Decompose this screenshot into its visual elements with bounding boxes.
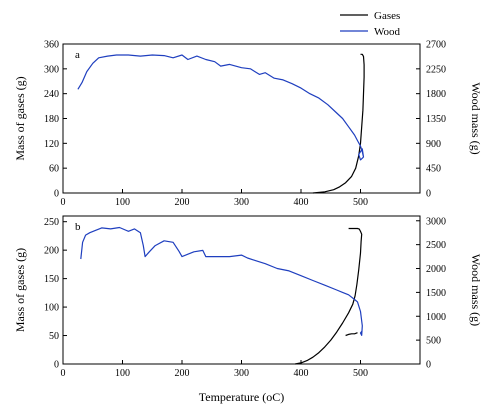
x-tick-label: 100: [115, 368, 130, 379]
y-right-tick-label: 2250: [426, 64, 446, 75]
x-tick-label: 200: [175, 197, 190, 208]
y-right-tick-label: 450: [426, 164, 441, 175]
y-left-tick-label: 360: [44, 40, 59, 51]
y-left-tick-label: 240: [44, 89, 59, 100]
y-left-tick-label: 300: [44, 64, 59, 75]
x-tick-label: 400: [294, 197, 309, 208]
legend-label-wood: Wood: [374, 26, 401, 38]
x-tick-label: 300: [234, 368, 249, 379]
panel-label-a: a: [75, 49, 80, 61]
y-right-tick-label: 2700: [426, 40, 446, 51]
y-right-tick-label: 0: [426, 360, 431, 371]
y-left-tick-label: 50: [49, 331, 59, 342]
x-tick-label: 200: [175, 368, 190, 379]
y-left-tick-label: 60: [49, 164, 59, 175]
y-right-axis-title: Wood mass (g): [469, 254, 483, 326]
y-left-tick-label: 0: [54, 360, 59, 371]
x-tick-label: 500: [353, 197, 368, 208]
y-right-tick-label: 1350: [426, 114, 446, 125]
y-left-tick-label: 120: [44, 139, 59, 150]
x-tick-label: 400: [294, 368, 309, 379]
y-left-tick-label: 200: [44, 246, 59, 257]
x-tick-label: 0: [61, 368, 66, 379]
series-line-extra-b: [345, 332, 358, 337]
y-right-tick-label: 2000: [426, 264, 446, 275]
x-tick-label: 500: [353, 368, 368, 379]
y-right-tick-label: 0: [426, 189, 431, 200]
y-left-tick-label: 250: [44, 217, 59, 228]
y-left-axis-title: Mass of gases (g): [13, 76, 27, 160]
series-line-wood-b: [80, 226, 363, 336]
plot-frame-a: [62, 43, 421, 194]
series-line-gases-b: [294, 227, 363, 365]
y-right-tick-label: 500: [426, 336, 441, 347]
y-left-tick-label: 180: [44, 114, 59, 125]
y-right-tick-label: 1800: [426, 89, 446, 100]
x-tick-label: 0: [61, 197, 66, 208]
series-line-wood-a: [77, 54, 365, 161]
x-axis-title: Temperature (oC): [199, 390, 284, 404]
y-right-tick-label: 900: [426, 139, 441, 150]
y-right-tick-label: 2500: [426, 240, 446, 251]
y-left-tick-label: 100: [44, 303, 59, 314]
x-tick-label: 100: [115, 197, 130, 208]
x-tick-label: 300: [234, 197, 249, 208]
y-right-tick-label: 3000: [426, 216, 446, 227]
series-line-gases-a: [312, 53, 365, 194]
y-left-tick-label: 150: [44, 274, 59, 285]
y-right-tick-label: 1500: [426, 288, 446, 299]
panel-label-b: b: [75, 221, 81, 233]
y-left-axis-title: Mass of gases (g): [13, 248, 27, 332]
y-right-tick-label: 1000: [426, 312, 446, 323]
plot-frame-b: [62, 215, 421, 365]
y-right-axis-title: Wood mass (g): [469, 82, 483, 154]
legend-label-gases: Gases: [374, 10, 400, 22]
y-left-tick-label: 0: [54, 189, 59, 200]
